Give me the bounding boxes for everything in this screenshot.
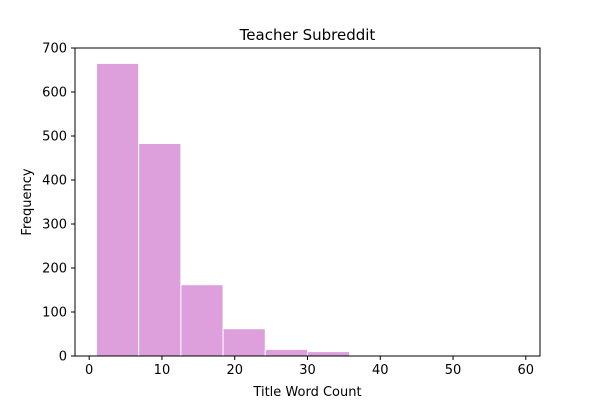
x-tick-label-4: 40 (372, 363, 389, 378)
histogram-bar-3 (222, 328, 266, 357)
histogram-bar-2 (180, 284, 224, 357)
x-axis-ticks: 0 10 20 30 40 50 60 (85, 356, 534, 378)
chart-title: Teacher Subreddit (239, 26, 376, 44)
x-axis-label: Title Word Count (252, 385, 361, 400)
x-tick-label-3: 30 (299, 363, 316, 378)
y-axis-label: Frequency (20, 168, 35, 235)
y-tick-label-4: 400 (42, 174, 67, 189)
y-tick-label-2: 200 (42, 262, 67, 277)
histogram-bars (95, 62, 520, 357)
y-tick-label-1: 100 (42, 306, 67, 321)
x-tick-label-5: 50 (445, 363, 462, 378)
x-tick-label-2: 20 (226, 363, 243, 378)
y-tick-label-7: 700 (42, 42, 67, 57)
x-tick-label-1: 10 (154, 363, 171, 378)
y-tick-label-3: 300 (42, 218, 67, 233)
histogram-bar-4 (264, 348, 308, 357)
y-tick-label-0: 0 (59, 350, 67, 365)
x-tick-label-6: 60 (518, 363, 535, 378)
histogram-bar-1 (138, 142, 182, 357)
y-axis-ticks: 0 100 200 300 400 500 600 700 (42, 42, 75, 365)
histogram-bar-5 (307, 351, 351, 357)
x-tick-label-0: 0 (85, 363, 93, 378)
histogram-bar-0 (95, 62, 140, 357)
y-tick-label-5: 500 (42, 130, 67, 145)
y-tick-label-6: 600 (42, 86, 67, 101)
